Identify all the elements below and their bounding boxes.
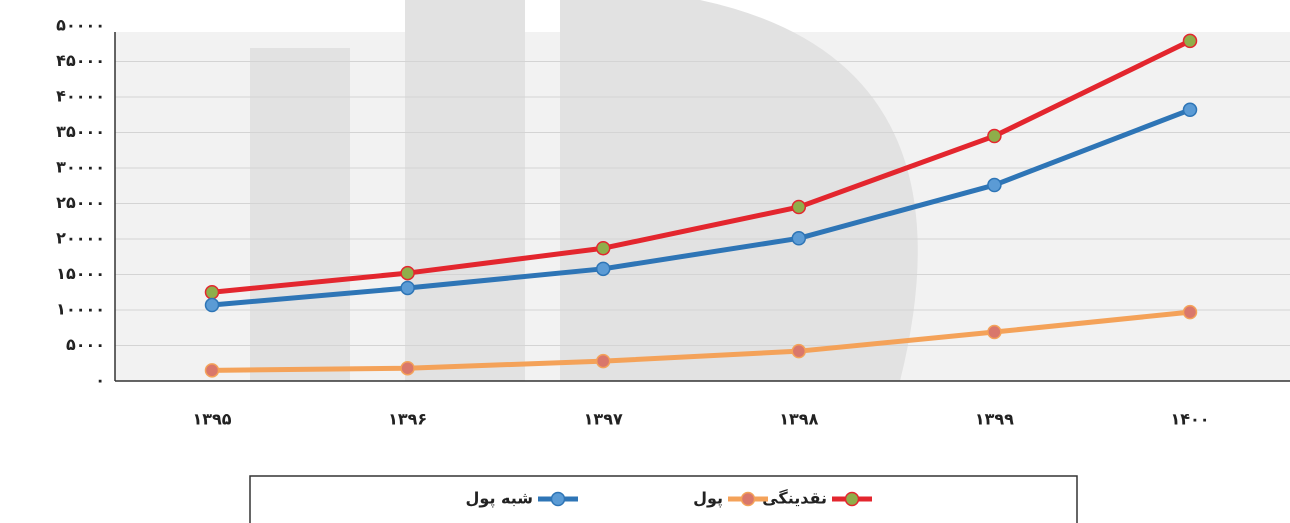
- data-point: [206, 286, 219, 299]
- x-tick-label: ۱۳۹۸: [779, 410, 818, 429]
- data-point: [597, 262, 610, 275]
- data-point: [1184, 103, 1197, 116]
- data-point: [988, 179, 1001, 192]
- x-tick-label: ۱۳۹۹: [975, 410, 1014, 429]
- data-point: [1184, 306, 1197, 319]
- data-point: [792, 232, 805, 245]
- legend-marker: [742, 493, 755, 506]
- y-tick-label: ۴۵۰۰۰: [56, 51, 105, 70]
- data-point: [401, 281, 414, 294]
- legend-label: شبه پول: [466, 489, 533, 509]
- y-tick-label: ۴۰۰۰۰: [56, 87, 105, 106]
- x-tick-label: ۱۳۹۷: [584, 410, 623, 429]
- watermark: [250, 48, 350, 381]
- y-tick-label: ۳۵۰۰۰: [56, 122, 105, 141]
- legend-label: نقدینگی: [762, 489, 827, 508]
- y-tick-label: ۳۰۰۰۰: [56, 158, 105, 177]
- data-point: [401, 267, 414, 280]
- data-point: [206, 364, 219, 377]
- watermark: [405, 0, 525, 381]
- legend: [250, 476, 1077, 523]
- data-point: [792, 201, 805, 214]
- data-point: [597, 242, 610, 255]
- data-point: [1184, 34, 1197, 47]
- y-tick-label: ۰: [95, 371, 105, 390]
- data-point: [401, 362, 414, 375]
- legend-marker: [552, 493, 565, 506]
- y-tick-label: ۵۰۰۰۰: [56, 16, 105, 35]
- y-tick-label: ۲۰۰۰۰: [56, 229, 105, 248]
- x-tick-label: ۱۴۰۰: [1170, 410, 1209, 429]
- legend-label: پول: [693, 489, 723, 509]
- y-tick-label: ۲۵۰۰۰: [56, 193, 105, 212]
- y-tick-label: ۱۵۰۰۰: [56, 264, 105, 283]
- data-point: [792, 345, 805, 358]
- legend-marker: [846, 493, 859, 506]
- data-point: [988, 326, 1001, 339]
- data-point: [597, 355, 610, 368]
- y-tick-label: ۵۰۰۰: [66, 335, 105, 354]
- y-tick-label: ۱۰۰۰۰: [56, 300, 105, 319]
- x-tick-label: ۱۳۹۵: [192, 410, 231, 429]
- chart: نقدینگی پول شبه پول ۰ ۵۰۰۰ ۱۰۰۰۰ ۱۵۰۰۰ ۲۰۰۰۰ ۲۵…: [0, 0, 1290, 523]
- data-point: [988, 130, 1001, 143]
- x-tick-label: ۱۳۹۶: [388, 410, 427, 429]
- data-point: [206, 299, 219, 312]
